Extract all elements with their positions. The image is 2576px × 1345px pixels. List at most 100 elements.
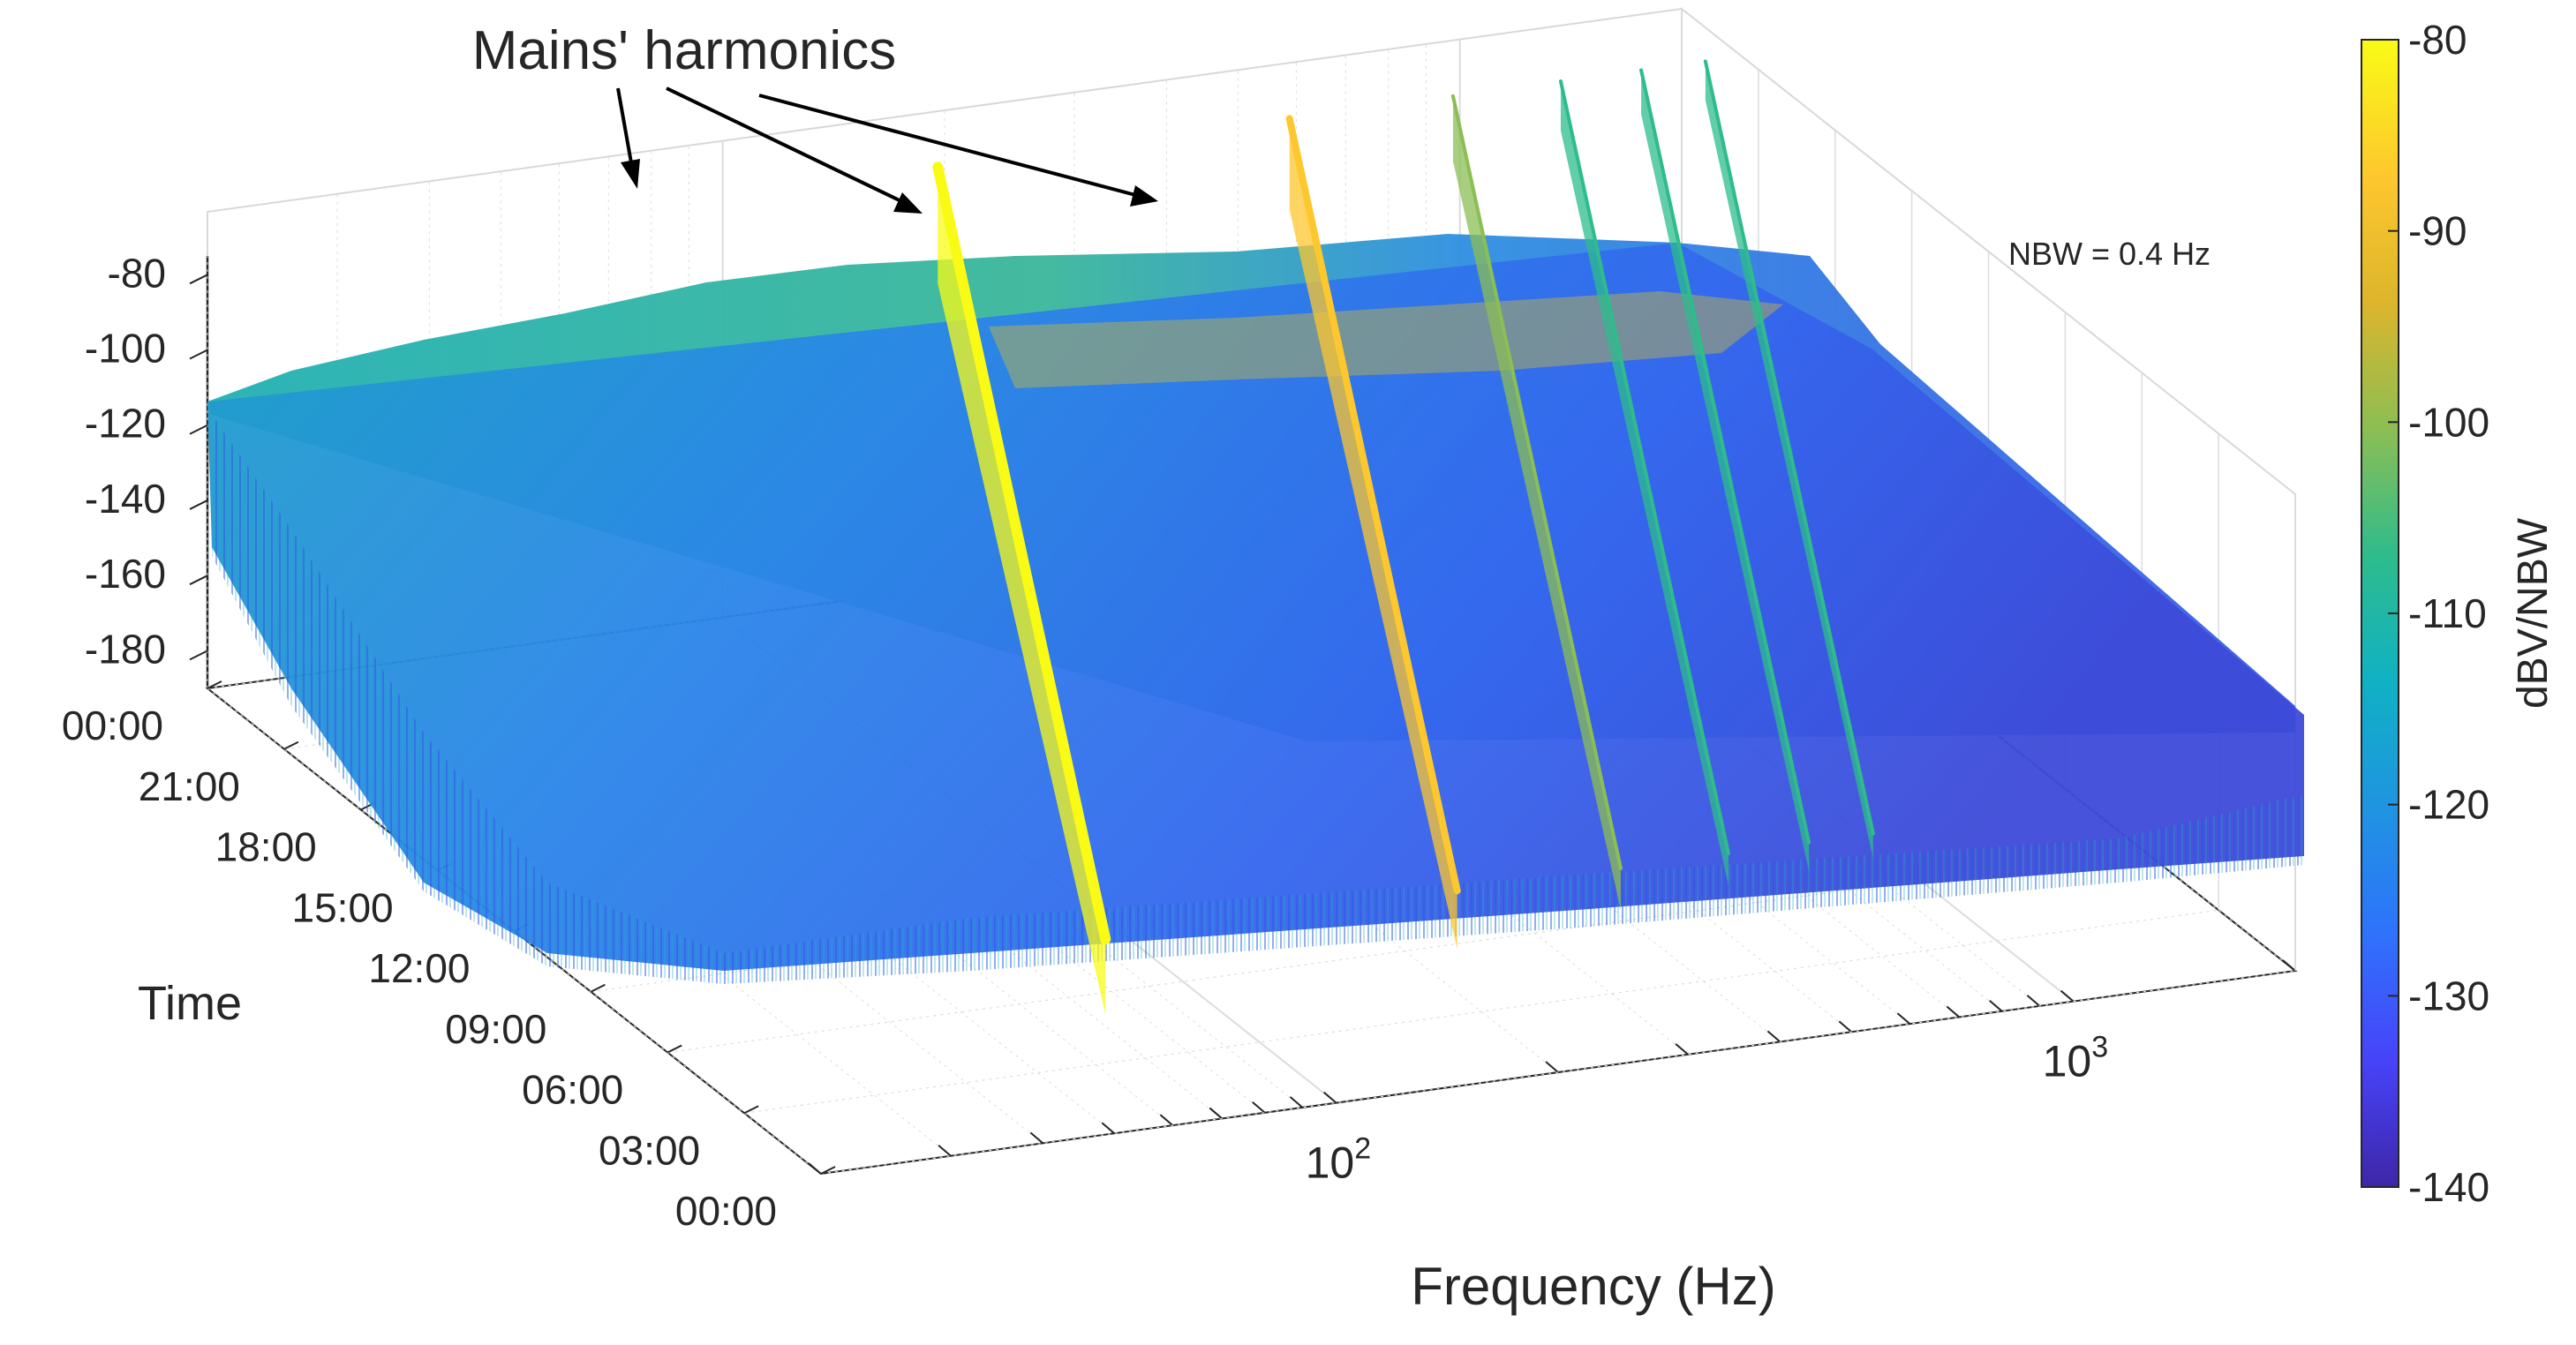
time-tick-label: 00:00 bbox=[675, 1188, 777, 1234]
time-tick-label: 00:00 bbox=[62, 703, 163, 748]
freq-tick bbox=[2060, 989, 2075, 1003]
freq-tick bbox=[938, 1144, 952, 1157]
freq-gridline-floor bbox=[1388, 525, 2003, 1012]
z-tick bbox=[189, 650, 208, 661]
colorbar-tick-labels: -80 -90 -100 -110 -120 -130 -140 bbox=[2388, 17, 2489, 1210]
freq-gridline-floor bbox=[1073, 568, 1689, 1056]
mains-harmonics-annotation: Mains' harmonics bbox=[472, 20, 896, 81]
arrow-3-shaft bbox=[758, 94, 1140, 198]
nbw-note: NBW = 0.4 Hz bbox=[2008, 236, 2211, 272]
harmonic-ridge bbox=[1703, 59, 1875, 836]
harmonic-ridge bbox=[1558, 79, 1730, 856]
freq-tick bbox=[1896, 1012, 1911, 1025]
z-tick bbox=[189, 349, 208, 360]
time-tick-label: 15:00 bbox=[292, 884, 394, 930]
annotation-arrows bbox=[616, 86, 1140, 205]
freq-gridline-floor bbox=[500, 647, 1115, 1134]
z-tick-label: -160 bbox=[85, 551, 166, 597]
freq-gridline-floor bbox=[1344, 531, 1960, 1018]
time-tick bbox=[820, 1166, 836, 1175]
time-tick-label: 12:00 bbox=[368, 945, 470, 991]
z-tick bbox=[189, 424, 208, 435]
freq-gridline-floor bbox=[1166, 555, 1781, 1042]
z-tick-labels: -180 -160 -140 -120 -100 -80 bbox=[85, 250, 166, 672]
annotation-arrowheads bbox=[621, 159, 1158, 214]
freq-tick bbox=[1545, 1061, 1559, 1073]
time-tick bbox=[590, 983, 606, 993]
freq-gridline-floor bbox=[607, 633, 1223, 1119]
freq-gridline-floor bbox=[689, 621, 1303, 1108]
harmonic-ridge bbox=[1639, 68, 1811, 845]
time-gridline bbox=[820, 970, 2296, 1175]
freq-gridline-floor bbox=[207, 688, 822, 1175]
colorbar-tick-label: -90 bbox=[2408, 208, 2467, 254]
freq-tick bbox=[1159, 1114, 1174, 1126]
freq-tick bbox=[1946, 1005, 1960, 1018]
z-tick bbox=[189, 500, 208, 510]
z-tick-label: -180 bbox=[85, 626, 166, 672]
freq-tick bbox=[1989, 1000, 2003, 1012]
time-tick bbox=[743, 1105, 759, 1115]
freq-tick bbox=[1029, 1131, 1044, 1145]
freq-tick bbox=[1289, 1096, 1304, 1108]
arrow-1-shaft bbox=[616, 87, 634, 169]
time-tick bbox=[283, 740, 299, 750]
colorbar-tick-label: -120 bbox=[2408, 782, 2489, 828]
z-tick bbox=[189, 274, 208, 285]
time-tick-label: 03:00 bbox=[599, 1127, 700, 1173]
freq-gridline-floor bbox=[429, 657, 1043, 1144]
spectrogram-surface bbox=[207, 59, 2304, 1015]
freq-tick-label: 102 bbox=[1306, 1132, 1372, 1188]
colorbar-tick-label: -130 bbox=[2408, 973, 2489, 1018]
colorbar-tick-label: -140 bbox=[2408, 1164, 2489, 1210]
time-axis-label: Time bbox=[138, 977, 242, 1030]
harmonic-ridges bbox=[932, 59, 1875, 1015]
freq-gridline-floor bbox=[1426, 520, 2040, 1007]
colorbar-tick-label: -80 bbox=[2408, 17, 2467, 63]
time-gridline bbox=[667, 848, 2143, 1054]
frequency-tick-labels: 102 103 bbox=[1306, 1031, 2109, 1188]
colorbar-label: dBV/NBW bbox=[2510, 517, 2557, 709]
colorbar-tick-label: -110 bbox=[2408, 590, 2487, 636]
harmonic-ridge bbox=[1450, 94, 1623, 870]
time-tick bbox=[207, 680, 222, 689]
freq-tick bbox=[808, 1162, 822, 1175]
frequency-axis-label: Frequency (Hz) bbox=[1411, 1257, 1775, 1316]
freq-gridline-floor bbox=[559, 639, 1173, 1126]
z-tick bbox=[189, 575, 208, 586]
freq-tick bbox=[2282, 959, 2296, 972]
z-tick-label: -100 bbox=[85, 326, 166, 372]
time-tick-labels: 00:00 03:00 06:00 09:00 12:00 15:00 18:00 21:00… bbox=[62, 703, 777, 1234]
warm-band bbox=[989, 291, 1783, 388]
freq-tick-label: 103 bbox=[2043, 1031, 2109, 1086]
freq-tick bbox=[1322, 1091, 1337, 1104]
z-tick-label: -80 bbox=[108, 250, 166, 296]
z-tick-label: -120 bbox=[85, 401, 166, 447]
harmonic-ridge bbox=[1285, 115, 1461, 895]
time-tick-label: 09:00 bbox=[445, 1006, 546, 1052]
arrow-3-head bbox=[1130, 185, 1158, 207]
freq-tick bbox=[2026, 995, 2041, 1007]
time-gridline bbox=[744, 909, 2219, 1114]
harmonic-ridge bbox=[932, 162, 1111, 945]
colorbar-tick-label: -100 bbox=[2408, 399, 2489, 445]
arrow-2-shaft bbox=[666, 86, 906, 205]
freq-tick bbox=[1766, 1030, 1781, 1043]
time-tick-label: 06:00 bbox=[522, 1067, 623, 1113]
arrow-1-head bbox=[621, 159, 640, 189]
freq-tick bbox=[1209, 1107, 1223, 1120]
freq-gridline-floor bbox=[336, 670, 952, 1157]
freq-gridline-floor bbox=[944, 586, 1559, 1073]
time-tick-label: 18:00 bbox=[215, 824, 317, 870]
freq-tick bbox=[1838, 1020, 1852, 1033]
z-tick-label: -140 bbox=[85, 476, 166, 522]
freq-gridline-floor bbox=[1681, 485, 2296, 972]
arrow-2-head bbox=[893, 192, 923, 214]
freq-tick bbox=[1101, 1122, 1115, 1134]
freq-tick bbox=[1675, 1042, 1689, 1056]
time-tick-label: 21:00 bbox=[139, 763, 240, 809]
freq-gridline-floor bbox=[1296, 537, 1910, 1025]
freq-gridline-floor bbox=[651, 627, 1266, 1114]
freq-tick bbox=[1252, 1101, 1266, 1114]
